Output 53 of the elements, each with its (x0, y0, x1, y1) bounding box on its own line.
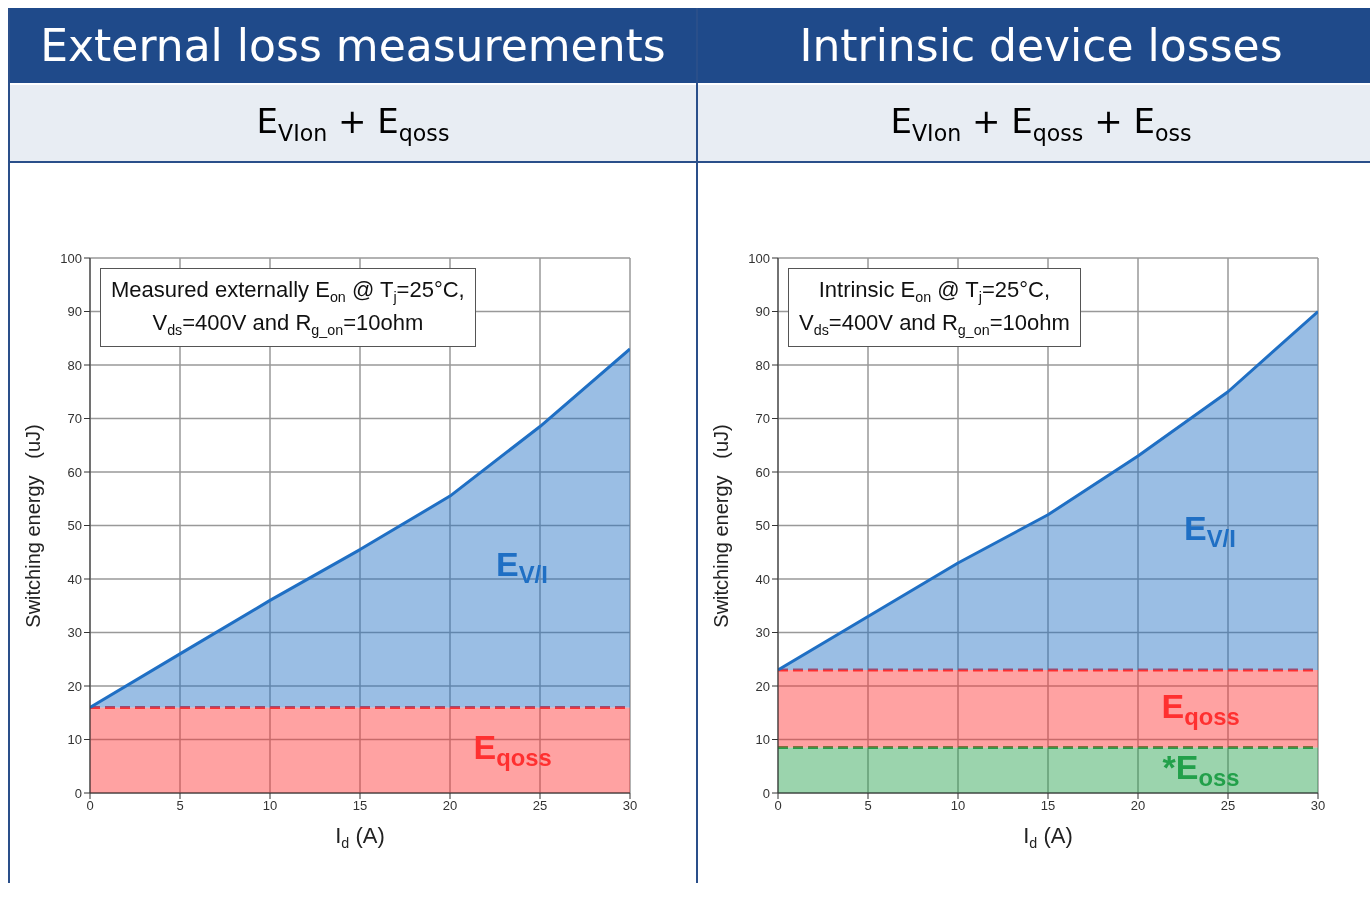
y-tick-label: 50 (755, 518, 770, 534)
chart-subtitle: E$_{VIon}$ + E$_{qoss}$ (256, 100, 450, 146)
x-tick-label: 15 (1040, 798, 1056, 814)
series-label: E$_{V/I}$ (1183, 508, 1236, 553)
x-axis-title: I$_{d}$ (A) (1023, 823, 1073, 852)
y-tick-label: 40 (67, 571, 82, 587)
y-tick-label: 50 (67, 518, 82, 534)
x-tick-label: 10 (950, 798, 966, 814)
x-tick-label: 25 (532, 798, 548, 814)
y-tick-label: 10 (755, 732, 770, 748)
annotation: V$_{ds}$=400V and R$_{g_on}$=10ohm (152, 309, 424, 339)
x-tick-label: 0 (774, 798, 782, 814)
y-tick-label: 30 (67, 625, 82, 641)
y-tick-label: 90 (755, 304, 770, 320)
chart-title: Intrinsic device losses (799, 20, 1283, 71)
series-label: E$_{qoss}$ (473, 727, 552, 772)
annotation: Intrinsic E$_{on}$ @ T$_{j}$=25°C, (818, 277, 1051, 306)
x-tick-label: 30 (1310, 798, 1326, 814)
y-tick-label: 20 (755, 678, 770, 694)
x-tick-label: 20 (442, 798, 458, 814)
y-tick-label: 70 (755, 411, 770, 427)
annotation: Measured externally E$_{on}$ @ T$_{j}$=25°C, (111, 277, 465, 306)
x-tick-label: 25 (1220, 798, 1236, 814)
annotation: V$_{ds}$=400V and R$_{g_on}$=10ohm (799, 309, 1070, 339)
y-tick-label: 90 (67, 304, 82, 320)
y-tick-label: 30 (755, 625, 770, 641)
y-axis-title: Switching energy (uJ) (22, 423, 44, 628)
y-tick-label: 70 (67, 411, 82, 427)
series-label: *E$_{oss}$ (1162, 747, 1240, 792)
y-tick-label: 10 (67, 732, 82, 748)
y-tick-label: 40 (755, 571, 770, 587)
x-tick-label: 20 (1130, 798, 1146, 814)
y-tick-label: 100 (60, 250, 82, 266)
y-axis-title: Switching energy (uJ) (710, 423, 732, 628)
x-tick-label: 0 (86, 798, 94, 814)
y-tick-label: 80 (67, 357, 82, 373)
y-tick-label: 0 (74, 785, 82, 801)
y-tick-label: 80 (755, 357, 770, 373)
y-tick-label: 60 (755, 464, 770, 480)
x-tick-label: 15 (352, 798, 368, 814)
x-tick-label: 30 (622, 798, 638, 814)
series-label: E$_{V/I}$ (495, 544, 548, 589)
y-tick-label: 20 (67, 678, 82, 694)
x-tick-label: 5 (176, 798, 184, 814)
chart-title: External loss measurements (40, 20, 666, 71)
y-tick-label: 0 (762, 785, 770, 801)
x-tick-label: 5 (864, 798, 872, 814)
y-tick-label: 60 (67, 464, 82, 480)
y-tick-label: 100 (748, 250, 770, 266)
series-label: E$_{qoss}$ (1161, 686, 1240, 731)
chart-subtitle: E$_{VIon}$ + E$_{qoss}$ + E$_{oss}$ (890, 100, 1192, 146)
x-axis-title: I$_{d}$ (A) (335, 823, 385, 852)
x-tick-label: 10 (262, 798, 278, 814)
